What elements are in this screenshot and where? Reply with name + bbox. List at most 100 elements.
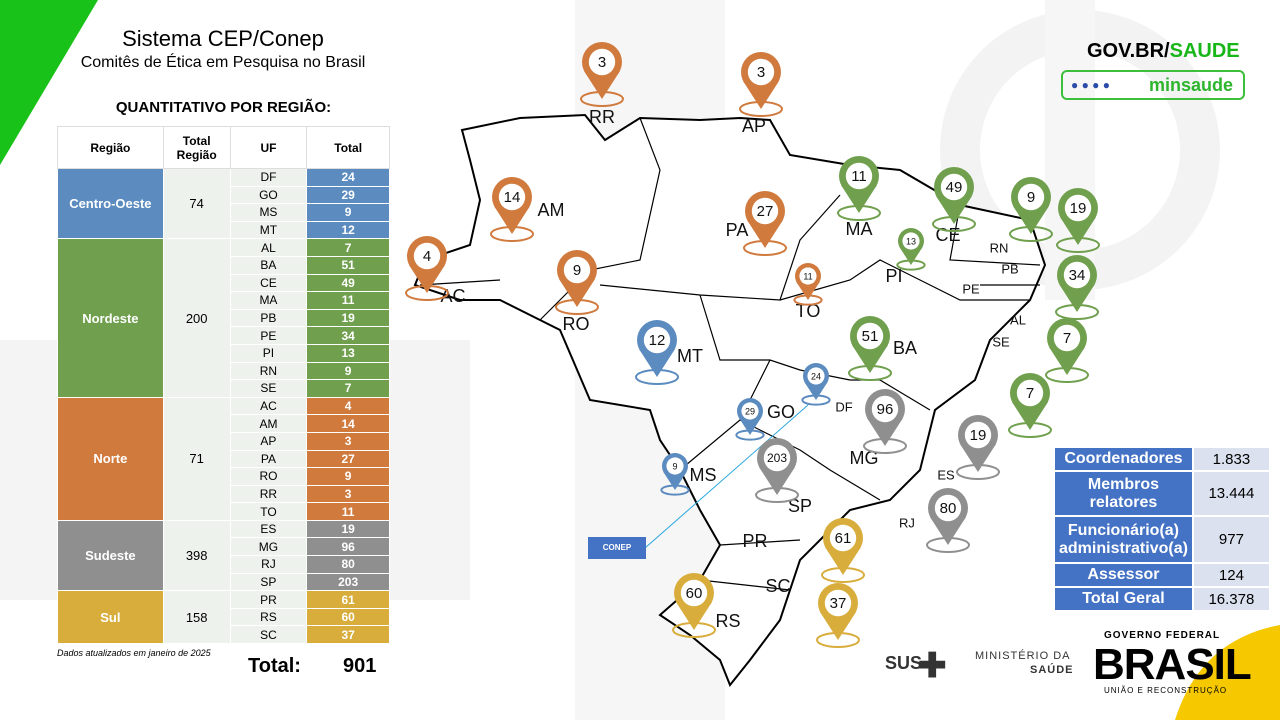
pin: 11 <box>793 263 823 306</box>
pin-value: 80 <box>940 500 957 517</box>
pin-inner <box>940 173 968 201</box>
state-total: 13 <box>306 343 390 363</box>
state-row: MT 12 <box>58 220 390 240</box>
uf: PB <box>229 308 308 328</box>
pin-inner <box>902 232 920 250</box>
state-total: 9 <box>306 361 390 381</box>
pin-value: 61 <box>835 530 852 547</box>
header-row: Região Total Região UF Total <box>57 126 390 169</box>
state-row: BA 51 <box>58 255 390 275</box>
pin-inner <box>747 58 775 86</box>
state-total: 60 <box>306 607 390 627</box>
uf: DF <box>229 168 308 187</box>
pin-inner <box>934 494 962 522</box>
pin-inner <box>588 48 616 76</box>
state-label: RR <box>589 107 615 127</box>
pin: 80 <box>926 488 970 553</box>
pin-inner <box>741 402 759 420</box>
state-label: AP <box>742 116 766 136</box>
state-label: TO <box>796 301 821 321</box>
pin-value: 11 <box>803 271 812 281</box>
pin: 60 <box>672 573 716 638</box>
state-row: Nordeste 200 AL 7 <box>57 238 390 398</box>
pin: 3 <box>739 52 783 117</box>
conep-label: CONEP <box>603 543 632 552</box>
member-label: Total Geral <box>1053 586 1194 612</box>
member-label: Coordenadores <box>1053 446 1194 472</box>
pin-inner <box>799 267 817 285</box>
saude: SAUDE <box>1169 40 1240 62</box>
state-label: RS <box>715 611 740 631</box>
pin: 49 <box>932 167 976 232</box>
state-row: Sul 158 PR 61 <box>57 590 390 645</box>
members-table: Coordenadores 1.833 Membros relatores 13.44… <box>1053 446 1271 612</box>
pin-value: 7 <box>1063 330 1071 347</box>
pin-value: 14 <box>504 189 521 206</box>
sus-cross: ✚ <box>918 647 947 685</box>
pin: 51 <box>848 316 892 381</box>
pin-inner <box>751 197 779 225</box>
region-total: 74 <box>162 167 231 240</box>
ministerio2: SAÚDE <box>1030 664 1074 676</box>
state-total: 37 <box>306 625 390 645</box>
state-row: RO 9 <box>58 467 390 486</box>
pin-value: 24 <box>811 371 821 381</box>
pin-inner <box>824 589 852 617</box>
pin-inner <box>1017 183 1045 211</box>
state-total: 96 <box>306 537 390 557</box>
state-label: MS <box>690 465 717 485</box>
pin: 11 <box>837 156 881 221</box>
members-wrap: Coordenadores 1.833 Membros relatores 13.44… <box>1053 446 1271 612</box>
pin: 4 <box>405 236 449 301</box>
state-total: 203 <box>306 572 390 592</box>
pin-value: 7 <box>1026 385 1034 402</box>
member-row: Coordenadores 1.833 <box>1053 446 1271 472</box>
pin: 203 <box>755 438 799 503</box>
state-total: 11 <box>306 291 390 310</box>
pin-inner <box>1053 324 1081 352</box>
pin: 19 <box>1056 188 1100 253</box>
pin: 29 <box>735 398 765 441</box>
pin-value: 4 <box>423 248 431 265</box>
pin-value: 27 <box>757 203 774 220</box>
pin: 7 <box>1045 318 1089 383</box>
pin-value: 51 <box>862 328 879 345</box>
pin-inner <box>413 242 441 270</box>
state-label: PR <box>742 531 767 551</box>
pin-value: 29 <box>745 406 755 416</box>
pin: 96 <box>863 389 907 454</box>
pin-value: 96 <box>877 401 894 418</box>
region-name: Centro-Oeste <box>57 167 164 240</box>
state-row: PA 27 <box>58 449 390 469</box>
column-header: Total Região <box>162 126 231 169</box>
state-row: SE 7 <box>58 379 390 398</box>
pin: 3 <box>580 42 624 107</box>
state-total: 19 <box>306 519 390 539</box>
state-label: PI <box>885 266 902 286</box>
state-total: 9 <box>306 467 390 486</box>
pin-value: 203 <box>767 451 787 465</box>
state-label: PE <box>962 281 980 296</box>
pin-inner <box>666 457 684 475</box>
uf: TO <box>229 502 308 521</box>
pin-inner <box>680 579 708 607</box>
pin: 9 <box>660 453 690 496</box>
pin-value: 9 <box>672 461 677 471</box>
uf: PA <box>229 449 308 469</box>
uf: SE <box>229 379 308 398</box>
member-row: Membros relatores 13.444 <box>1053 470 1271 517</box>
governo: GOVERNO FEDERAL <box>1104 630 1221 641</box>
govbr: GOV.BR/ <box>1087 40 1170 62</box>
pin-value: 12 <box>649 332 666 349</box>
region-name: Norte <box>57 396 164 521</box>
ministerio: MINISTÉRIO DA <box>975 650 1071 662</box>
pin-inner <box>763 444 791 472</box>
state-label: SC <box>765 576 790 596</box>
state-row: PB 19 <box>58 308 390 328</box>
region-total: 158 <box>162 590 231 645</box>
pin: 9 <box>555 250 599 315</box>
pin-value: 19 <box>970 427 987 444</box>
pin: 34 <box>1055 255 1099 320</box>
minsaude: minsaude <box>1148 75 1233 95</box>
